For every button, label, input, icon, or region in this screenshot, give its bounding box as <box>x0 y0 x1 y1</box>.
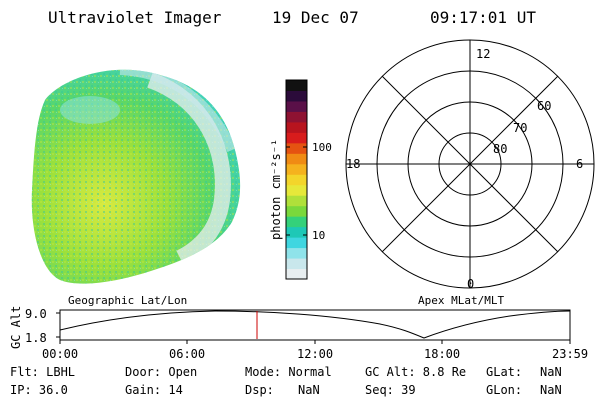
altitude-ytick-1.8: 1.8 <box>25 331 47 345</box>
mlat-label-80: 80 <box>493 142 508 156</box>
colorbar-segment <box>286 174 307 186</box>
colorbar-segment <box>286 163 307 175</box>
mlt-label-12: 12 <box>476 47 491 61</box>
colorbar-segment <box>286 237 307 249</box>
colorbar-tick-10: 10 <box>312 229 326 242</box>
dsp-value: NaN <box>298 383 320 397</box>
mlat-label-60: 60 <box>537 99 552 113</box>
panel-label-geographic: Geographic Lat/Lon <box>68 294 188 307</box>
mode-readout: Mode: Normal <box>245 365 332 379</box>
colorbar-segment <box>286 216 307 228</box>
altitude-xtick-1800: 18:00 <box>424 347 461 361</box>
colorbar-segment <box>286 153 307 165</box>
colorbar-scale <box>286 80 307 280</box>
altitude-ylabel: GC Alt <box>9 305 23 349</box>
dsp-label: Dsp: <box>245 383 274 397</box>
altitude-xtick-1200: 12:00 <box>297 347 334 361</box>
colorbar-segment <box>286 247 307 259</box>
colorbar-segment <box>286 226 307 238</box>
polar-diagonal-2 <box>381 75 559 253</box>
altitude-xtick-2359: 23:59 <box>552 347 589 361</box>
colorbar-segment <box>286 258 307 270</box>
glat-value: NaN <box>540 365 562 379</box>
colorbar-segment <box>286 111 307 123</box>
observation-date: 19 Dec 07 <box>272 8 359 27</box>
ip-readout: IP: 36.0 <box>10 383 68 397</box>
altitude-xtick-0600: 06:00 <box>169 347 206 361</box>
colorbar-segment <box>286 100 307 112</box>
panel-label-apex: Apex MLat/MLT <box>418 294 505 307</box>
gain-readout: Gain: 14 <box>125 383 183 397</box>
colorbar-segment <box>286 90 307 102</box>
mlat-label-70: 70 <box>513 121 528 135</box>
altitude-ytick-9: 9.0 <box>25 307 47 321</box>
observation-time: 09:17:01 UT <box>430 8 536 27</box>
glon-label: GLon: <box>486 383 523 397</box>
seq-readout: Seq: 39 <box>365 383 416 397</box>
colorbar-segment <box>286 132 307 144</box>
mlt-label-6: 6 <box>576 157 584 171</box>
mlt-label-0: 0 <box>467 277 475 291</box>
colorbar-tick-100: 100 <box>312 141 332 154</box>
colorbar-segment <box>286 121 307 133</box>
altitude-xtick-0000: 00:00 <box>42 347 79 361</box>
colorbar-segment <box>286 195 307 207</box>
colorbar-segment <box>286 268 307 280</box>
gc-alt-readout: GC Alt: 8.8 Re <box>365 365 467 379</box>
mlt-label-18: 18 <box>346 157 361 171</box>
colorbar-segment <box>286 184 307 196</box>
colorbar-segment <box>286 205 307 217</box>
altitude-curve <box>59 310 571 339</box>
door-readout: Door: Open <box>125 365 198 379</box>
glon-value: NaN <box>540 383 562 397</box>
altitude-strip-frame <box>59 309 571 341</box>
instrument-title: Ultraviolet Imager <box>48 8 222 27</box>
glat-label: GLat: <box>486 365 523 379</box>
filter-readout: Flt: LBHL <box>10 365 76 379</box>
colorbar-segment <box>286 142 307 154</box>
colorbar-segment <box>286 80 307 91</box>
